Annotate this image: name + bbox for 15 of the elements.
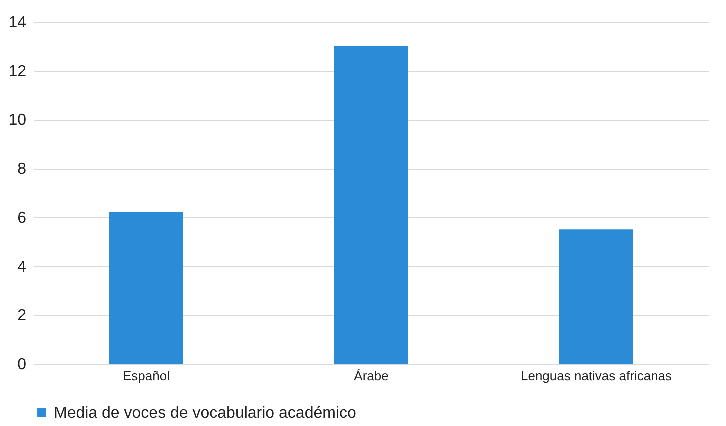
bar [110, 212, 184, 364]
y-tick-label: 12 [8, 63, 27, 80]
y-tick-label: 10 [8, 112, 27, 130]
x-tick-label: Árabe [354, 368, 389, 384]
y-tick-label: 8 [18, 161, 27, 178]
x-tick-label: Español [123, 368, 170, 384]
y-tick-label: 0 [18, 356, 27, 374]
legend-label: Media de voces de vocabulario académico [54, 405, 356, 422]
y-tick-label: 4 [18, 258, 27, 276]
bar [334, 46, 408, 364]
x-tick-label: Lenguas nativas africanas [520, 368, 673, 384]
bar [560, 230, 634, 364]
y-tick-label: 2 [18, 308, 27, 325]
y-tick-label: 6 [18, 210, 27, 227]
y-tick-label: 14 [8, 14, 27, 32]
